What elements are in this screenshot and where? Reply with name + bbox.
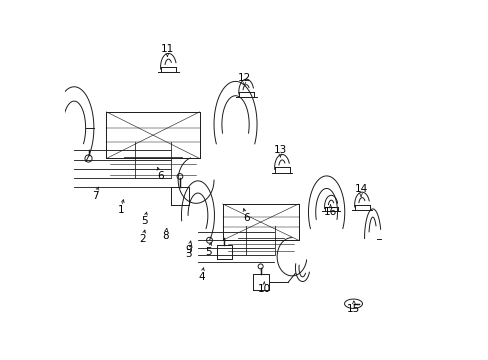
Text: 9: 9 [185, 245, 192, 255]
Text: 5: 5 [205, 247, 211, 257]
Text: 11: 11 [161, 44, 174, 54]
Text: 13: 13 [273, 144, 286, 154]
Text: 4: 4 [198, 272, 204, 282]
Text: 6: 6 [243, 213, 249, 222]
Text: 2: 2 [139, 234, 145, 244]
Text: 14: 14 [354, 184, 367, 194]
Text: 7: 7 [92, 191, 99, 201]
Text: 1: 1 [117, 206, 124, 216]
Text: 10: 10 [257, 284, 270, 294]
Text: 8: 8 [162, 231, 168, 240]
Text: 16: 16 [323, 207, 337, 217]
Text: 12: 12 [237, 73, 251, 83]
Text: 15: 15 [346, 304, 360, 314]
Text: 3: 3 [185, 248, 192, 258]
Text: 5: 5 [141, 216, 147, 226]
Text: 6: 6 [157, 171, 163, 181]
